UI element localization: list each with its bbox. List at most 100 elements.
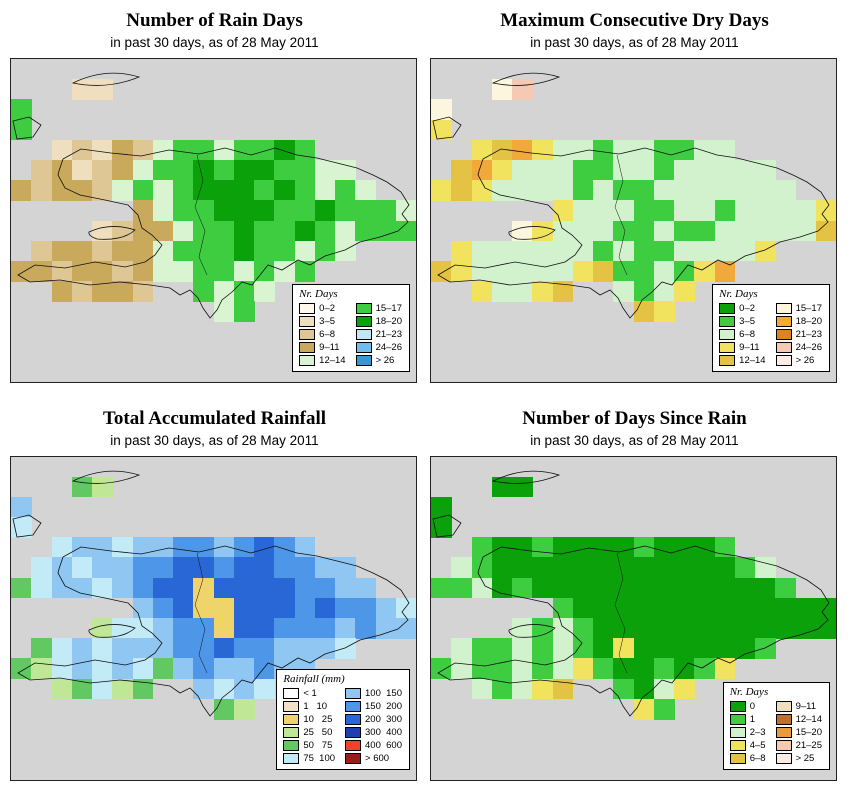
legend-color-swatch: [775, 752, 792, 764]
legend-color-swatch: [355, 316, 372, 327]
map-dry-days: Nr. Days 0–2 3–5 6–8 9–11 12–14 15–17 18–20 21–…: [430, 58, 837, 383]
legend-color-swatch: [283, 700, 300, 712]
panel-title: Maximum Consecutive Dry Days: [500, 10, 769, 31]
map-cell: [254, 557, 275, 579]
map-cell: [471, 658, 493, 680]
map-cell: [31, 180, 53, 201]
map-cell: [233, 678, 255, 700]
map-cell: [633, 139, 655, 161]
map-cell: [593, 537, 614, 559]
map-cell: [335, 180, 356, 201]
map-cell: [152, 139, 174, 161]
map-cell: [653, 200, 675, 222]
map-cell: [233, 281, 255, 302]
map-cell: [193, 159, 215, 181]
map-cell: [775, 220, 797, 242]
map-cell: [71, 678, 93, 700]
map-cell: [335, 220, 356, 242]
map-cell: [755, 159, 776, 181]
legend-entry: 12–14: [299, 355, 346, 366]
map-cell: [795, 597, 817, 619]
map-cell: [193, 597, 215, 619]
legend-box: Nr. Days 0–2 3–5 6–8 9–11 12–14 15–17 18–20 21–…: [292, 284, 410, 372]
map-cell: [613, 557, 635, 579]
legend-label: 6–8: [739, 329, 756, 340]
map-cell: [451, 159, 473, 181]
legend-column: 15–17 18–20 21–23 24–26 > 26: [355, 303, 402, 366]
map-cell: [132, 240, 154, 262]
legend-columns: 0–2 3–5 6–8 9–11 12–14 15–17 18–20 21–23 24–26 > …: [719, 303, 822, 366]
map-cell: [512, 577, 533, 599]
legend-entry: 25 50: [283, 726, 335, 738]
map-cell: [572, 638, 594, 659]
map-cell: [213, 638, 235, 659]
map-cell: [314, 180, 336, 201]
legend-label: 12–14: [795, 713, 822, 725]
map-cell: [471, 260, 493, 282]
map-cell: [132, 557, 154, 579]
map-cell: [152, 220, 174, 242]
map-cell: [694, 220, 716, 242]
map-cell: [112, 537, 134, 559]
legend-entry: 3–5: [719, 316, 765, 327]
map-cell: [633, 638, 655, 659]
map-cell: [254, 658, 275, 680]
legend-color-swatch: [283, 713, 300, 725]
panel-title: Total Accumulated Rainfall: [102, 407, 327, 429]
legend-entry: > 26: [775, 355, 822, 366]
legend-label: 50 75: [303, 739, 333, 751]
map-cell: [233, 658, 255, 680]
map-cell: [233, 698, 255, 720]
legend-label: 9–11: [795, 700, 817, 712]
map-cell: [653, 557, 675, 579]
map-cell: [755, 240, 776, 262]
map-cell: [92, 638, 113, 659]
map-cell: [71, 260, 93, 282]
map-cell: [71, 159, 93, 181]
map-cell: [254, 159, 275, 181]
map-cell: [633, 597, 655, 619]
map-cell: [233, 618, 255, 639]
map-cell: [193, 281, 215, 302]
map-cell: [755, 180, 776, 201]
legend-entry: > 25: [775, 752, 822, 764]
map-cell: [532, 180, 554, 201]
map-cell: [552, 260, 574, 282]
map-cell: [593, 618, 614, 639]
map-cell: [613, 260, 635, 282]
legend-label: 2–3: [749, 726, 766, 738]
map-cell: [132, 618, 154, 639]
map-cell: [193, 200, 215, 222]
map-cell: [613, 658, 635, 680]
legend-entry: < 1: [283, 687, 335, 699]
legend-color-swatch: [299, 329, 316, 340]
legend-title: Nr. Days: [719, 288, 758, 300]
map-cell: [451, 260, 473, 282]
legend-column: 0–2 3–5 6–8 9–11 12–14: [299, 303, 346, 366]
legend-color-swatch: [775, 713, 792, 725]
map-cell: [274, 180, 296, 201]
map-cell: [653, 638, 675, 659]
legend-label: 21–23: [375, 329, 402, 340]
map-cell: [173, 200, 194, 222]
legend-color-swatch: [775, 329, 792, 340]
map-cell: [152, 537, 174, 559]
map-cell: [714, 658, 736, 680]
legend-label: 15–17: [375, 303, 402, 314]
map-cell: [132, 220, 154, 242]
map-cell: [593, 577, 614, 599]
legend-entry: 9–11: [299, 342, 345, 353]
map-cell: [613, 537, 635, 559]
map-cell: [714, 260, 736, 282]
map-cell: [633, 658, 655, 680]
map-cell: [694, 200, 716, 222]
legend-label: 21–23: [795, 329, 822, 340]
map-cell: [593, 220, 614, 242]
map-cell: [233, 260, 255, 282]
map-cell: [294, 220, 316, 242]
map-cell: [734, 240, 756, 262]
legend-entry: 18–20: [775, 316, 822, 327]
map-cell: [714, 638, 736, 659]
legend-entry: 100 150: [345, 687, 402, 699]
map-cell: [734, 159, 756, 181]
